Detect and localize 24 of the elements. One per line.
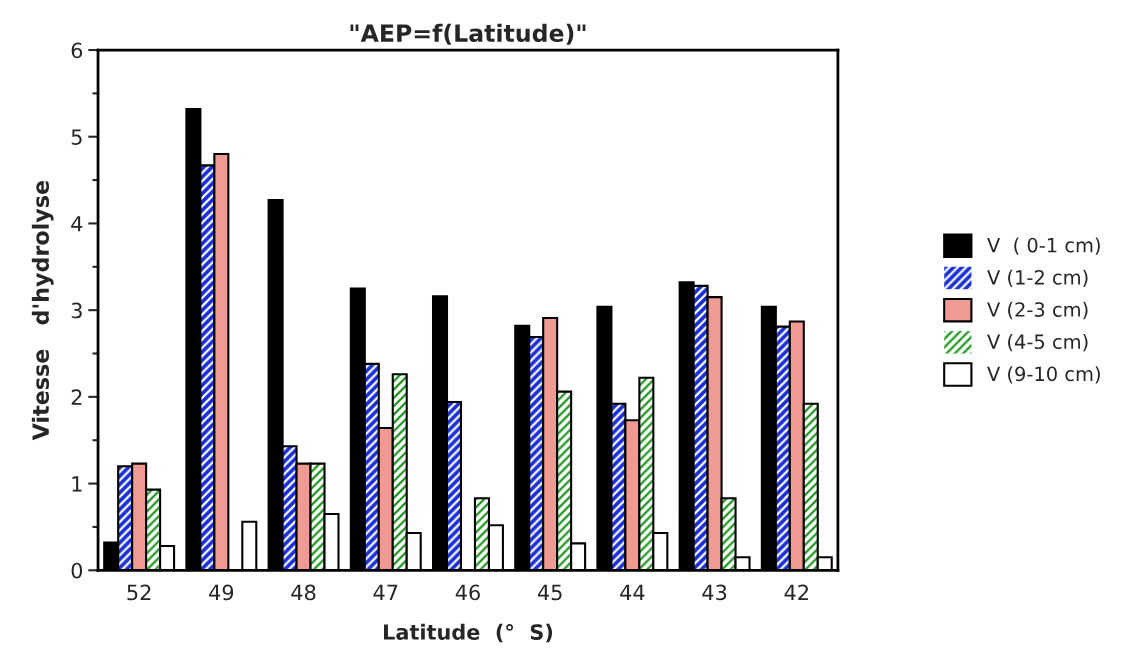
y-tick-label: 4 [71,216,83,232]
legend-label: V (1-2 cm) [987,269,1088,287]
y-tick-label: 3 [71,302,82,319]
chart-title: "AEP=f(Latitude)" [350,23,586,45]
legend-label: V (9-10 cm) [987,366,1100,384]
y-tick-label: 1 [72,476,82,492]
x-tick-label: 43 [702,584,727,601]
x-tick-label: 52 [127,584,151,601]
legend-label: V ( 0-1 cm) [987,237,1100,255]
x-tick-label: 46 [455,584,480,601]
x-axis-title: Latitude (° S) [384,623,553,643]
y-axis-title: Vitesse d'hydrolyse [31,181,54,441]
x-tick-label: 42 [784,584,808,600]
y-tick-label: 6 [71,42,83,59]
x-tick-label: 49 [209,584,234,601]
legend-label: V (4-5 cm) [987,334,1088,352]
y-tick-label: 0 [71,562,83,579]
x-tick-label: 45 [537,584,562,601]
y-tick-label: 5 [71,129,82,145]
legend-label: V (2-3 cm) [987,301,1088,320]
x-tick-label: 48 [291,584,316,601]
y-tick-label: 2 [71,389,82,405]
x-tick-label: 47 [373,584,398,600]
x-tick-label: 44 [620,584,645,600]
